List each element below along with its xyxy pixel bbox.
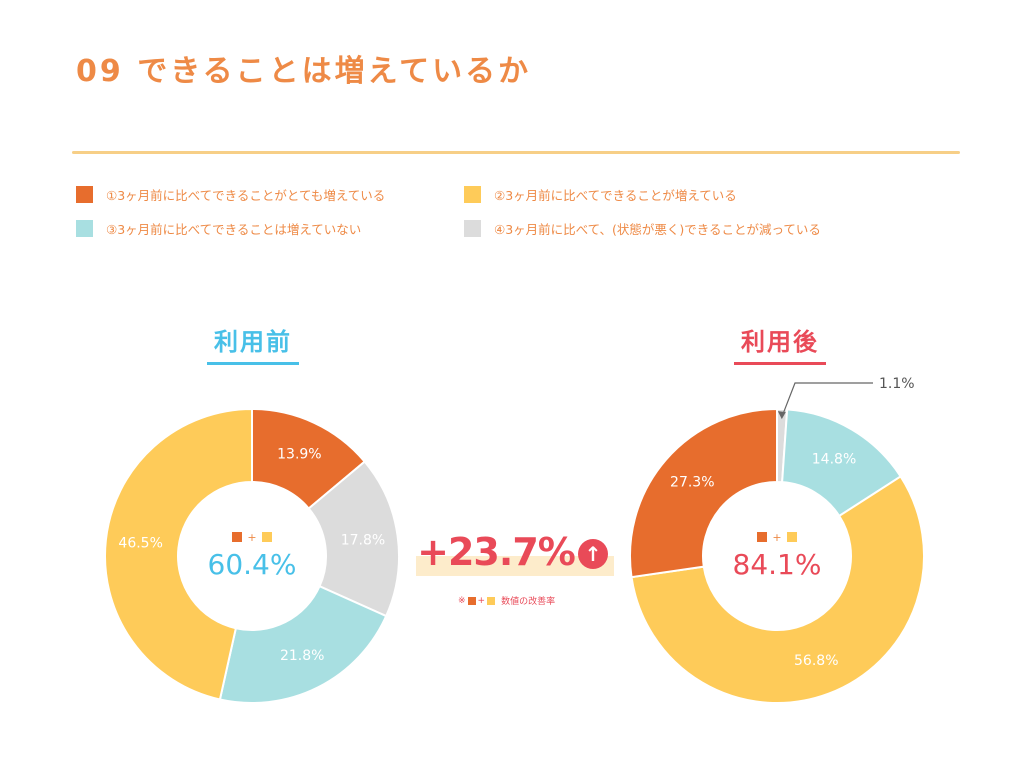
improvement-note: ※ + 数値の改善率 <box>458 594 556 608</box>
legend-swatch-4 <box>464 220 481 237</box>
chart2-slice-label-4: 27.3% <box>670 475 714 491</box>
legend-label-2: ②3ヶ月前に比べてできることが増えている <box>494 188 737 203</box>
note-text: 数値の改善率 <box>501 597 556 607</box>
chart2-slice-4 <box>629 407 778 579</box>
chart2-center-plus: + <box>772 531 781 544</box>
chart1-slice-3 <box>218 584 388 704</box>
chart1-slice-label-3: 21.8% <box>280 648 324 664</box>
legend-swatch-1 <box>76 186 93 203</box>
chart1-slice-2 <box>307 460 400 618</box>
arrow-up-icon: ↑ <box>578 539 608 569</box>
legend-swatch-3 <box>76 220 93 237</box>
chart2-center-value: 84.1% <box>733 548 822 581</box>
chart1-center-orange-square-icon <box>232 532 242 542</box>
chart1-slice-label-4: 46.5% <box>118 536 162 552</box>
before-chart-title: 利用前 <box>207 322 299 365</box>
note-yellow-square-icon <box>487 596 496 605</box>
legend-item-2: ②3ヶ月前に比べてできることが増えている <box>464 185 737 204</box>
note-orange-square-icon <box>467 596 476 605</box>
donut-chart-2: 1.1% 14.8% 56.8% 27.3% +84.1% <box>629 376 925 704</box>
legend-item-3: ③3ヶ月前に比べてできることは増えていない <box>76 219 361 238</box>
chart2-leader-arrow-icon <box>777 411 786 420</box>
page-title: 09 できることは増えているか <box>76 54 532 89</box>
note-mark: ※ <box>458 595 466 606</box>
legend-label-4: ④3ヶ月前に比べて、(状態が悪く)できることが減っている <box>494 222 821 237</box>
improvement-highlight <box>416 556 614 576</box>
chart2-slice-label-3: 56.8% <box>794 653 838 669</box>
chart1-slice-label-2: 17.8% <box>341 533 385 549</box>
title-divider <box>72 151 960 154</box>
legend-item-4: ④3ヶ月前に比べて、(状態が悪く)できることが減っている <box>464 219 821 238</box>
donut-chart-1: 13.9% 17.8% 21.8% 46.5% +60.4% <box>104 407 400 704</box>
chart2-slice-label-1: 1.1% <box>879 376 915 392</box>
chart1-slice-4 <box>104 407 253 701</box>
chart1-center-yellow-square-icon <box>262 532 272 542</box>
chart1-slice-label-1: 13.9% <box>277 447 321 463</box>
chart2-center-orange-square-icon <box>757 532 767 542</box>
chart2-leader-line <box>781 382 873 418</box>
chart2-center-yellow-square-icon <box>787 532 797 542</box>
chart2-slice-label-2: 14.8% <box>812 452 856 468</box>
legend-label-3: ③3ヶ月前に比べてできることは増えていない <box>106 222 362 237</box>
legend-label-1: ①3ヶ月前に比べてできることがとても増えている <box>106 188 386 203</box>
legend-swatch-2 <box>464 186 481 203</box>
chart1-center-plus: + <box>247 531 256 544</box>
after-chart-title: 利用後 <box>734 322 826 365</box>
chart1-center-value: 60.4% <box>208 548 297 581</box>
note-plus: + <box>477 595 486 606</box>
chart2-slice-3 <box>630 475 925 704</box>
improvement-value: +23.7% <box>417 530 576 574</box>
legend-item-1: ①3ヶ月前に比べてできることがとても増えている <box>76 185 385 204</box>
